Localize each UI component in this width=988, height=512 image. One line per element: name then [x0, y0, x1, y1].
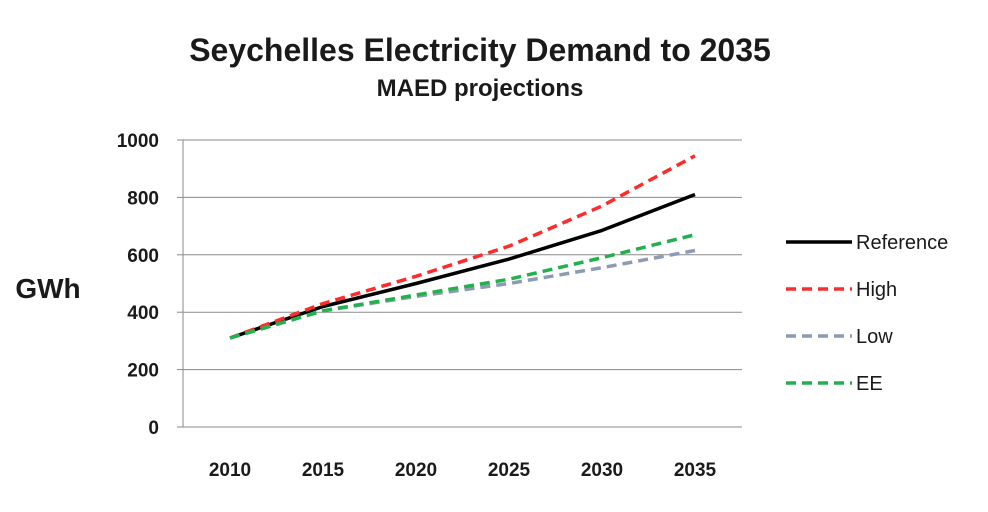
- x-tick-label: 2015: [302, 460, 345, 481]
- y-tick-label: 600: [127, 246, 159, 267]
- y-tick-label: 0: [148, 418, 159, 439]
- x-tick-label: 2010: [209, 460, 251, 481]
- y-tick-label: 200: [127, 361, 159, 382]
- chart-subtitle: MAED projections: [377, 75, 584, 102]
- y-tick-label: 400: [127, 303, 159, 324]
- x-tick-label: 2030: [581, 460, 623, 481]
- x-tick-label: 2035: [674, 460, 717, 481]
- y-tick-label: 1000: [117, 131, 159, 152]
- axes: [177, 139, 742, 428]
- x-tick-label: 2020: [395, 460, 437, 481]
- series-lines: [229, 154, 696, 340]
- chart-title: Seychelles Electricity Demand to 2035: [189, 32, 771, 68]
- legend-label-low: Low: [856, 326, 893, 348]
- y-tick-label: 800: [127, 188, 159, 209]
- series-line-high: [229, 154, 696, 340]
- series-line-ee: [229, 233, 696, 340]
- x-tick-label: 2025: [488, 460, 531, 481]
- legend: Reference High Low EE: [786, 232, 948, 395]
- y-axis-label: GWh: [15, 273, 80, 304]
- series-line-reference: [229, 192, 696, 340]
- legend-label-reference: Reference: [856, 232, 948, 254]
- y-tick-labels: 0 200 400 600 800 1000: [117, 131, 159, 439]
- legend-label-high: High: [856, 279, 897, 301]
- gridlines: [183, 139, 742, 371]
- x-tick-labels: 2010 2015 2020 2025 2030 2035: [209, 460, 717, 481]
- series-line-low: [229, 248, 696, 340]
- legend-label-ee: EE: [856, 373, 883, 395]
